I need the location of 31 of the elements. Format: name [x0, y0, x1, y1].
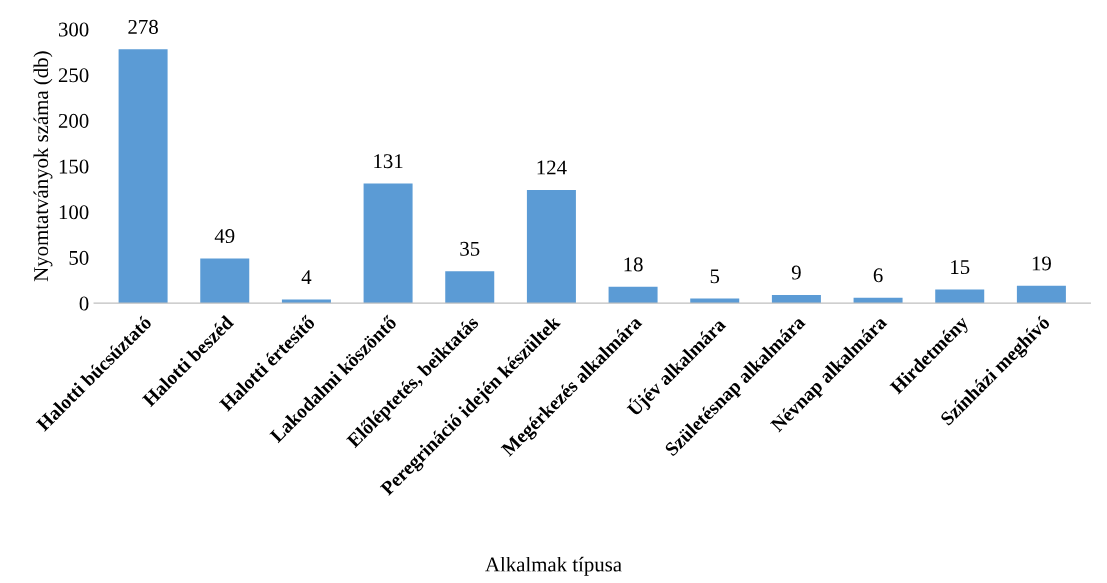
bar [118, 49, 168, 304]
y-tick-label: 200 [58, 113, 89, 128]
data-label: 131 [374, 154, 403, 169]
bar [1016, 285, 1066, 304]
y-tick-label: 100 [59, 205, 89, 220]
data-label: 35 [460, 241, 480, 256]
bar [200, 258, 250, 304]
bar [608, 286, 658, 304]
bar [363, 183, 413, 304]
data-label: 15 [951, 260, 970, 275]
data-label: 4 [301, 270, 312, 284]
bar [853, 297, 903, 304]
y-axis-title: Nyomtatványok száma (db) [33, 51, 53, 282]
y-tick-label: 250 [58, 68, 89, 83]
data-label: 124 [537, 160, 567, 175]
y-tick-label: 150 [59, 159, 89, 174]
data-label: 18 [624, 257, 643, 272]
x-axis-title: Alkalmak típusa [485, 556, 622, 576]
y-tick-label: 50 [69, 250, 89, 265]
data-label: 278 [128, 19, 158, 34]
bar [526, 189, 576, 304]
y-tick-label: 0 [79, 296, 89, 311]
y-tick-label: 300 [58, 22, 89, 37]
data-label: 9 [791, 265, 801, 280]
bar [935, 289, 985, 304]
data-label: 5 [710, 269, 720, 284]
data-label: 19 [1032, 256, 1051, 271]
bar [445, 271, 495, 304]
bar [771, 294, 821, 304]
data-label: 6 [873, 268, 883, 283]
data-label: 49 [214, 229, 235, 244]
